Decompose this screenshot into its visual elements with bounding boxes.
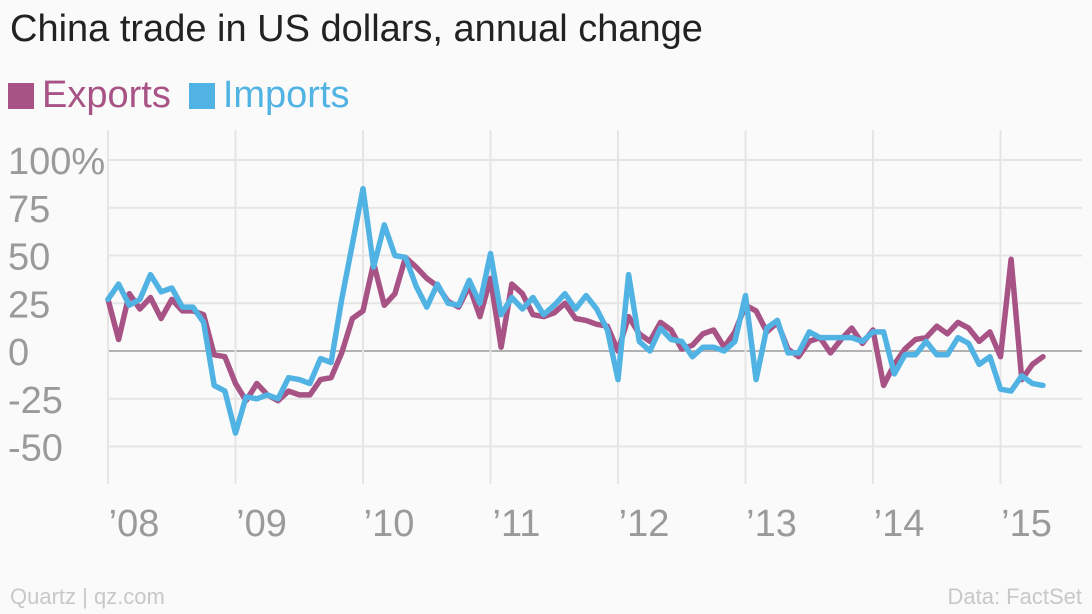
legend: Exports Imports bbox=[8, 74, 350, 117]
y-tick-label: 50 bbox=[8, 237, 50, 279]
y-tick-label: -25 bbox=[8, 380, 63, 422]
y-tick-label: 75 bbox=[8, 189, 50, 231]
legend-label-exports: Exports bbox=[42, 74, 171, 116]
x-tick-label: ’09 bbox=[236, 503, 287, 545]
series-line-imports bbox=[105, 185, 1046, 436]
x-tick-label: ’14 bbox=[874, 503, 925, 545]
y-tick-label: -50 bbox=[8, 428, 63, 470]
series-line-exports bbox=[105, 254, 1046, 404]
y-tick-label: 100% bbox=[8, 141, 105, 183]
legend-item-imports: Imports bbox=[188, 74, 350, 117]
y-tick-label: 25 bbox=[8, 284, 50, 326]
legend-item-exports: Exports bbox=[8, 74, 171, 117]
legend-swatch-imports bbox=[188, 82, 215, 109]
legend-swatch-exports bbox=[8, 82, 34, 109]
x-tick-label: ’13 bbox=[746, 503, 797, 545]
x-tick-label: ’08 bbox=[109, 503, 160, 545]
footer-source-brand: Quartz | qz.com bbox=[10, 584, 165, 609]
legend-label-imports: Imports bbox=[222, 74, 350, 116]
y-tick-label: 0 bbox=[8, 332, 29, 374]
chart-title: China trade in US dollars, annual change bbox=[10, 8, 703, 50]
x-tick-label: ’15 bbox=[1001, 503, 1052, 545]
x-tick-label: ’10 bbox=[364, 503, 415, 545]
x-tick-label: ’11 bbox=[493, 503, 541, 545]
footer-data-credit: Data: FactSet bbox=[947, 584, 1082, 609]
x-tick-label: ’12 bbox=[619, 503, 670, 545]
